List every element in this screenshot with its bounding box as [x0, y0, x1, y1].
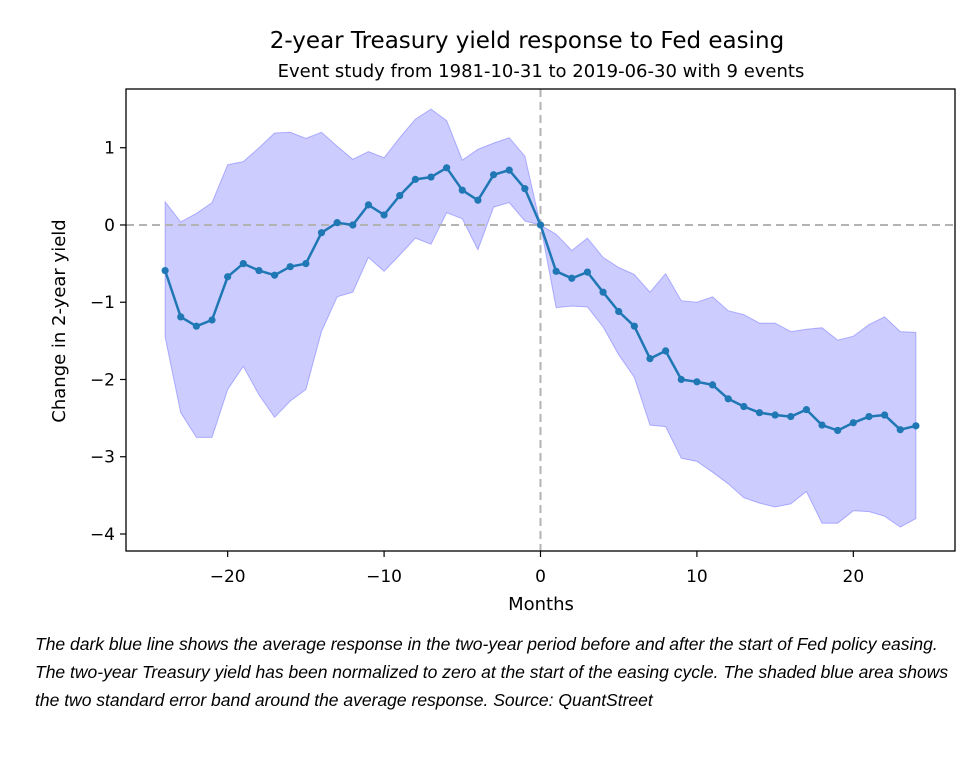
data-point [364, 201, 373, 209]
data-point [834, 426, 842, 435]
data-point [505, 166, 513, 174]
data-point [740, 402, 748, 411]
data-point [161, 266, 169, 275]
data-point [177, 313, 185, 321]
data-point [724, 395, 732, 403]
data-point [536, 221, 545, 229]
data-point [693, 378, 701, 386]
data-point [552, 267, 560, 275]
x-tick-label: 0 [535, 567, 546, 587]
data-point [411, 175, 419, 183]
data-point [427, 173, 435, 181]
data-point [583, 268, 592, 276]
y-axis: 1 0 −1 −2 −3 −4 [90, 139, 126, 545]
error-band [164, 108, 917, 528]
data-point [349, 221, 357, 229]
data-point [630, 322, 638, 330]
data-point [333, 219, 341, 227]
x-axis: −20 −10 0 10 20 [210, 551, 864, 587]
data-point [458, 186, 466, 194]
y-tick-label: 0 [104, 216, 115, 236]
data-point [568, 274, 576, 282]
x-tick-label: −10 [366, 567, 402, 587]
mean-response-markers [161, 164, 920, 435]
y-tick-label: −3 [90, 448, 115, 468]
data-point [802, 406, 811, 414]
data-point [662, 347, 670, 355]
data-point [474, 196, 482, 204]
data-point [286, 263, 294, 271]
data-point [912, 422, 920, 430]
data-point [255, 266, 263, 275]
data-point [599, 288, 607, 296]
data-point [239, 260, 247, 268]
data-point [615, 307, 623, 316]
data-point [317, 229, 326, 237]
data-point [192, 322, 200, 330]
data-point [771, 411, 779, 419]
data-point [896, 426, 904, 434]
data-point [224, 273, 232, 281]
data-point [677, 375, 685, 384]
x-tick-label: 20 [843, 567, 865, 587]
data-point [489, 171, 498, 179]
figure-caption: The dark blue line shows the average res… [35, 634, 949, 710]
x-axis-label: Months [508, 594, 574, 615]
data-point [881, 411, 889, 419]
data-point [443, 164, 451, 172]
x-tick-label: 10 [686, 567, 708, 587]
data-point [521, 185, 529, 193]
chart-title: 2-year Treasury yield response to Fed ea… [270, 28, 784, 54]
data-point [396, 192, 404, 200]
chart-subtitle: Event study from 1981-10-31 to 2019-06-3… [278, 61, 805, 82]
plot-area [125, 88, 956, 552]
data-point [208, 316, 216, 324]
y-tick-label: −2 [90, 370, 115, 390]
x-tick-label: −20 [210, 567, 246, 587]
data-point [865, 412, 873, 421]
y-axis-label: Change in 2-year yield [49, 219, 70, 422]
y-tick-label: 1 [104, 139, 115, 159]
data-point [380, 211, 388, 219]
y-tick-label: −4 [90, 525, 115, 545]
data-point [755, 409, 764, 417]
data-point [270, 271, 279, 279]
y-tick-label: −1 [90, 293, 115, 313]
data-point [708, 381, 717, 389]
data-point [646, 355, 654, 363]
data-point [849, 419, 857, 427]
data-point [787, 412, 795, 421]
chart: 2-year Treasury yield response to Fed ea… [49, 28, 956, 615]
data-point [302, 260, 310, 268]
data-point [818, 421, 826, 429]
